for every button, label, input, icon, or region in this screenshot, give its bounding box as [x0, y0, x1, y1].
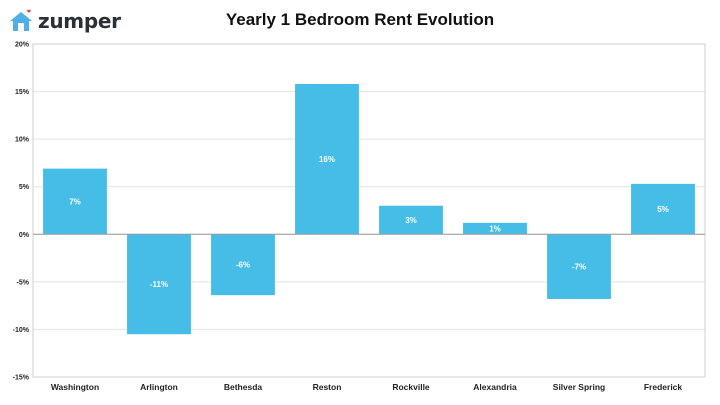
- category-label: Alexandria: [473, 382, 517, 392]
- data-label: 1%: [489, 225, 501, 234]
- bar-alexandria: [463, 222, 527, 235]
- house-heart-icon: [10, 9, 32, 31]
- bars: [43, 83, 695, 335]
- y-tick-label: 10%: [15, 137, 30, 144]
- data-label: 16%: [319, 155, 335, 164]
- bar-washington: [43, 168, 107, 235]
- bar-arlington: [127, 234, 191, 335]
- y-tick-label: 15%: [15, 89, 30, 96]
- brand-logo[interactable]: zumper: [8, 8, 121, 34]
- y-tick-label: -10%: [13, 327, 30, 334]
- data-label: 7%: [69, 197, 81, 206]
- bar-rockville: [379, 205, 443, 235]
- y-tick-label: 20%: [15, 42, 30, 49]
- category-label: Bethesda: [224, 382, 263, 392]
- chart-title: Yearly 1 Bedroom Rent Evolution: [225, 10, 495, 29]
- axes: [32, 43, 706, 378]
- bar-bethesda: [211, 234, 275, 296]
- labels: -15% -10% -5% 0% 5% 10% 15% 20% 7% Washington -11%…: [13, 42, 683, 393]
- data-label: -7%: [572, 263, 586, 272]
- bar-reston: [295, 83, 359, 235]
- category-label: Silver Spring: [553, 382, 605, 392]
- data-label: 3%: [405, 216, 417, 225]
- y-tick-label: 5%: [19, 184, 30, 191]
- data-label: -11%: [150, 280, 168, 289]
- plot-frame: [32, 43, 706, 378]
- category-label: Reston: [313, 382, 342, 392]
- category-label: Frederick: [644, 382, 683, 392]
- bar-frederick: [631, 183, 695, 235]
- brand-name: zumper: [38, 9, 121, 33]
- data-label: 5%: [657, 205, 669, 214]
- bar-silver-spring: [547, 234, 611, 299]
- y-tick-label: -15%: [13, 375, 30, 382]
- data-label: -6%: [236, 261, 250, 270]
- category-label: Rockville: [392, 382, 430, 392]
- y-tick-label: -5%: [17, 279, 30, 286]
- category-label: Arlington: [140, 382, 178, 392]
- y-tick-label: 0%: [19, 232, 30, 239]
- category-label: Washington: [51, 382, 99, 392]
